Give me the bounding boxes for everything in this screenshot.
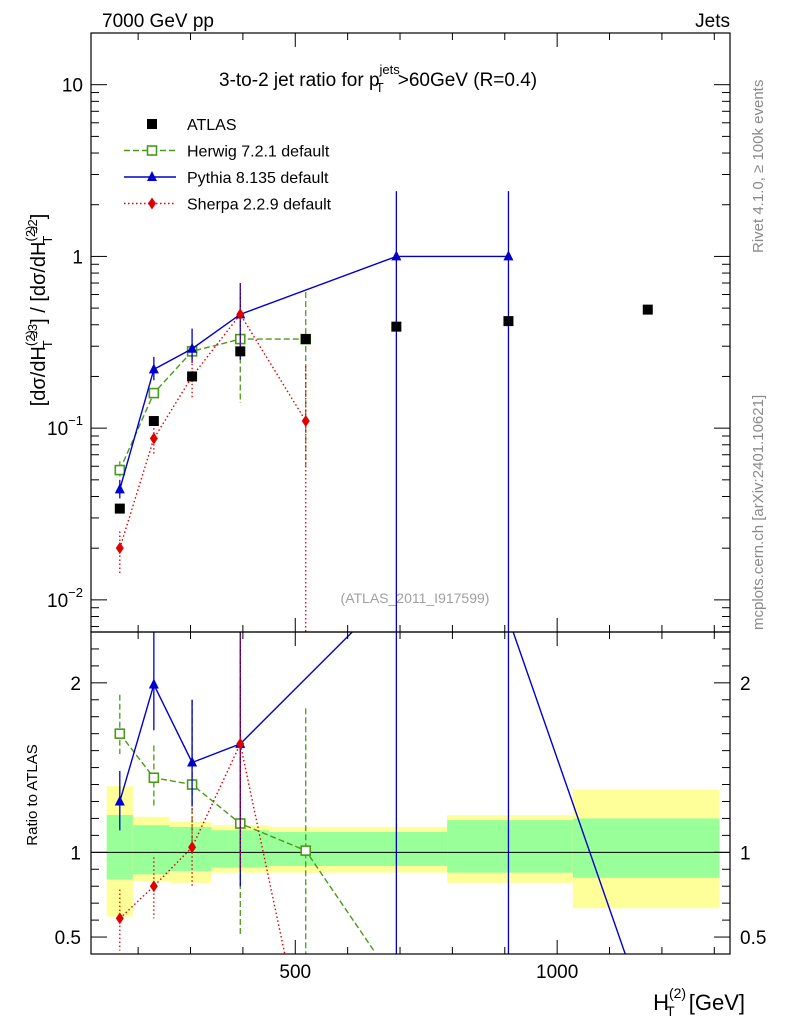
main-title-pre: 3-to-2 jet ratio for p	[219, 70, 380, 91]
main-sherpa-point-3	[236, 308, 245, 321]
xlabel-base: H	[653, 990, 669, 1015]
main-herwig-point-0	[114, 464, 126, 476]
main-ytick-label-base-0: 10	[47, 591, 68, 612]
main-ylabel-g: (2)	[23, 226, 38, 242]
ratio-pythia-point-0	[114, 795, 125, 806]
main-ytick-label-0: 10−2	[47, 585, 83, 612]
legend-label-1: Herwig 7.2.1 default	[187, 144, 330, 161]
xlabel-sub: T	[666, 1003, 675, 1019]
main-ytick-label-base-2: 1	[72, 247, 83, 268]
main-herwig-point-1	[148, 387, 160, 399]
main-ytick-label-3: 10	[62, 76, 83, 97]
main-atlas-point-2	[187, 371, 198, 382]
xlabel-sup: (2)	[669, 985, 686, 1001]
xlabel-unit: [GeV]	[683, 990, 745, 1015]
ratio-ytick-label-right-0: 0.5	[740, 928, 766, 949]
main-ylabel: [dσ/dH(2) T≥3] / [dσ/dH(2) T≥2]	[23, 214, 55, 407]
ratio-pythia-point-1	[148, 678, 159, 689]
header-process-label: Jets	[695, 11, 730, 32]
main-ylabel-d: ≥3	[25, 324, 40, 338]
main-ytick-label-exp-0: −2	[68, 585, 83, 600]
band-inner-4	[269, 831, 448, 866]
ratio-pythia-line	[119, 632, 626, 954]
ratio-panel-data	[114, 632, 626, 954]
ratio-panel-frame	[90, 631, 731, 955]
reference-label: (ATLAS_2011_I917599)	[341, 590, 490, 606]
legend-label-3: Sherpa 2.2.9 default	[187, 197, 332, 214]
ratio-ytick-label-right-1: 1	[740, 843, 751, 864]
main-pythia-point-0	[114, 483, 125, 494]
main-title-post: >60GeV (R=0.4)	[398, 70, 537, 91]
band-inner-6	[572, 818, 720, 878]
main-panel-data	[114, 191, 653, 632]
ratio-ytick-label-right-2: 2	[740, 674, 751, 695]
main-ytick-label-2: 1	[72, 247, 83, 268]
main-ylabel-c: T	[40, 340, 55, 348]
main-ylabel-f: / [dσ/dH	[28, 242, 50, 319]
ratio-herwig-point-1	[148, 772, 160, 784]
main-sherpa-point-1	[149, 432, 158, 445]
main-pythia-point-1	[148, 363, 159, 374]
mcplots-label: mcplots.cern.ch [arXiv:2401.10621]	[750, 395, 767, 630]
main-atlas-point-1	[148, 416, 159, 427]
main-ytick-label-exp-1: −1	[68, 413, 83, 428]
header-energy-label: 7000 GeV pp	[102, 11, 214, 32]
main-atlas-point-0	[114, 503, 125, 514]
main-atlas-point-5	[391, 321, 402, 332]
legend-marker-1	[146, 145, 158, 156]
main-atlas-point-7	[642, 304, 653, 315]
x-axis-label: H(2) T [GeV]	[653, 985, 745, 1019]
ratio-ylabel: Ratio to ATLAS	[24, 744, 41, 845]
main-title-sub: T	[376, 80, 384, 95]
ratio-ytick-label-left-2: 2	[70, 674, 81, 695]
ratio-sherpa-point-0	[115, 912, 124, 925]
main-pythia-point-4	[391, 250, 402, 261]
legend: ATLAS Herwig 7.2.1 default Pythia 8.135 de…	[124, 117, 332, 214]
ratio-herwig-line	[119, 733, 375, 952]
legend-marker-2	[147, 171, 157, 181]
main-ylabel-e: ]	[28, 318, 50, 324]
main-herwig-line	[119, 338, 306, 471]
ratio-pythia-point-2	[187, 756, 198, 767]
axes-frames	[90, 32, 731, 955]
main-ylabel-a: [dσ/dH	[28, 346, 50, 406]
rivet-version-label: Rivet 4.1.0, ≥ 100k events	[750, 80, 767, 253]
main-ylabel-h: T	[40, 236, 55, 244]
ratio-sherpa-point-2	[188, 841, 197, 854]
main-ylabel-j: ]	[28, 214, 50, 220]
band-inner-1	[132, 825, 170, 875]
main-ytick-label-base-3: 10	[62, 76, 83, 97]
main-title: 3-to-2 jet ratio for pjets T >60GeV (R=0.4…	[219, 62, 537, 95]
x-tick-label-0: 500	[279, 962, 311, 983]
main-pythia-line	[119, 255, 509, 490]
ratio-sherpa-point-1	[149, 880, 158, 893]
ratio-ytick-label-left-1: 1	[70, 843, 81, 864]
main-ylabel-b: (2)	[23, 330, 38, 346]
legend-marker-0	[147, 119, 157, 129]
legend-label-2: Pythia 8.135 default	[187, 170, 329, 187]
main-pythia-point-2	[187, 342, 198, 353]
main-sherpa-point-4	[301, 415, 310, 428]
main-ytick-label-1: 10−1	[47, 413, 83, 440]
main-sherpa-point-0	[115, 542, 124, 555]
ratio-sherpa-point-3	[236, 737, 245, 750]
main-atlas-point-6	[503, 316, 514, 327]
main-ylabel-i: ≥2	[25, 219, 40, 233]
ratio-herwig-point-4	[300, 845, 312, 856]
ratio-herwig-point-0	[114, 728, 126, 739]
band-inner-5	[447, 820, 573, 873]
legend-label-0: ATLAS	[187, 117, 237, 134]
ratio-ytick-label-left-0: 0.5	[55, 928, 81, 949]
main-ytick-label-base-1: 10	[47, 419, 68, 440]
main-title-sup: jets	[379, 62, 401, 77]
main-pythia-point-5	[503, 250, 514, 261]
main-atlas-point-3	[235, 346, 246, 357]
ratio-uncertainty-bands	[106, 786, 720, 917]
main-sherpa-line	[119, 313, 307, 549]
main-atlas-point-4	[300, 334, 311, 345]
x-tick-label-1: 1000	[536, 962, 578, 983]
legend-marker-3	[148, 197, 156, 210]
